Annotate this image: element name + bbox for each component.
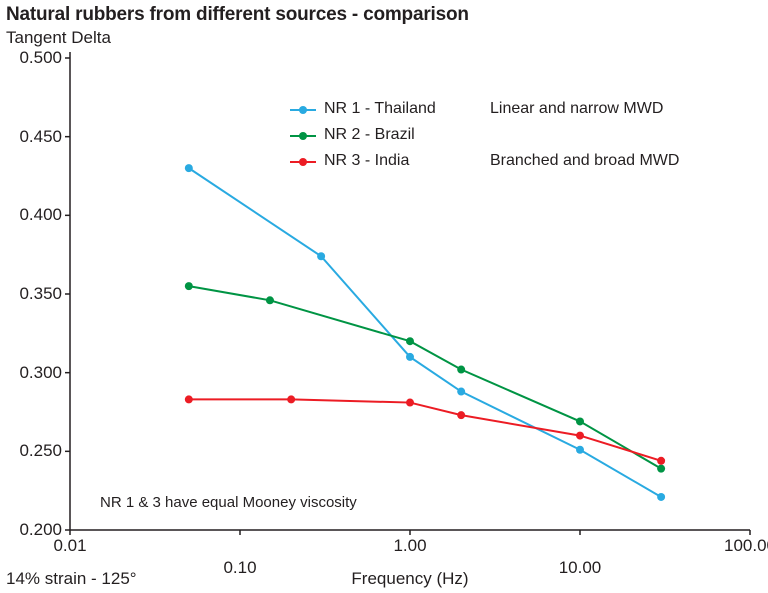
legend-item-label: NR 2 - Brazil (324, 126, 415, 144)
y-tick-label: 0.400 (12, 205, 62, 225)
legend-item-note: Linear and narrow MWD (490, 100, 663, 118)
x-tick-label: 100.00 (710, 536, 768, 556)
legend-item-note: Branched and broad MWD (490, 152, 679, 170)
x-tick-label: 10.00 (540, 558, 620, 578)
y-tick-label: 0.250 (12, 441, 62, 461)
x-tick-label: 1.00 (370, 536, 450, 556)
legend-item-label: NR 1 - Thailand (324, 100, 436, 118)
annotation-text: NR 1 & 3 have equal Mooney viscosity (100, 494, 357, 511)
y-tick-label: 0.300 (12, 363, 62, 383)
legend-item-label: NR 3 - India (324, 152, 409, 170)
y-tick-label: 0.450 (12, 127, 62, 147)
x-tick-label: 0.01 (30, 536, 110, 556)
y-tick-label: 0.350 (12, 284, 62, 304)
x-tick-label: 0.10 (200, 558, 280, 578)
y-tick-label: 0.500 (12, 48, 62, 68)
